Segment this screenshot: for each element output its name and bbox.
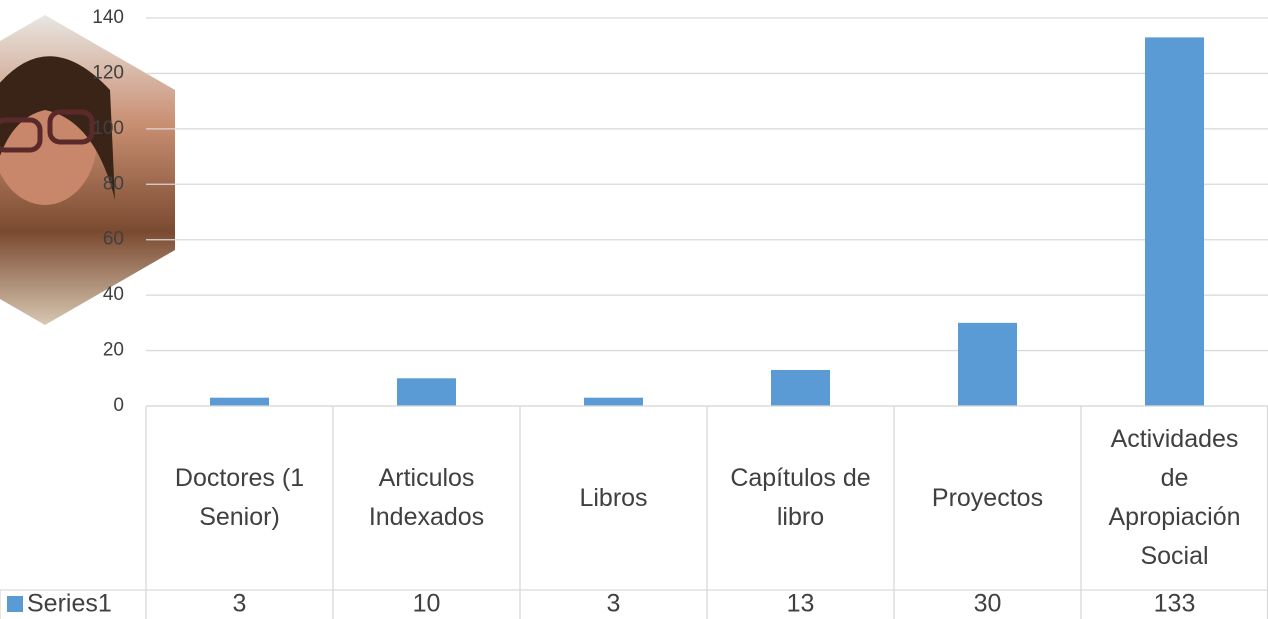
y-tick-label: 0 — [113, 395, 124, 416]
photo-glasses — [0, 117, 43, 153]
table-value: 3 — [233, 590, 247, 618]
table-value: 13 — [787, 590, 815, 618]
bar — [397, 378, 456, 406]
y-tick-label: 40 — [103, 284, 124, 305]
table-value: 10 — [413, 590, 441, 618]
y-tick-label: 140 — [92, 7, 124, 28]
table-value: 133 — [1154, 590, 1196, 618]
x-tick-label: Doctores (1 Senior) — [174, 464, 305, 531]
y-tick-label: 120 — [92, 62, 124, 83]
bar — [1145, 37, 1204, 407]
legend-swatch — [7, 596, 23, 612]
y-tick-label: 100 — [92, 118, 124, 139]
y-tick-label: 80 — [103, 173, 124, 194]
bar — [584, 397, 643, 406]
table-value: 30 — [974, 590, 1002, 618]
table-value: 3 — [607, 590, 621, 618]
x-tick-label: Capítulos de libro — [730, 464, 871, 531]
bar — [958, 322, 1017, 406]
photo-hair — [0, 56, 115, 200]
x-tick-label: Proyectos — [931, 483, 1044, 512]
y-tick-label: 20 — [103, 340, 124, 361]
legend-label: Series1 — [27, 590, 112, 618]
y-tick-label: 60 — [103, 229, 124, 250]
photo-glasses — [47, 109, 95, 145]
x-tick-label: Articulos Indexados — [368, 464, 485, 531]
bar — [210, 397, 269, 406]
x-tick-label: Libros — [579, 483, 648, 512]
x-tick-label: Actividades de Apropiación Social — [1108, 425, 1241, 570]
bar — [771, 369, 830, 406]
